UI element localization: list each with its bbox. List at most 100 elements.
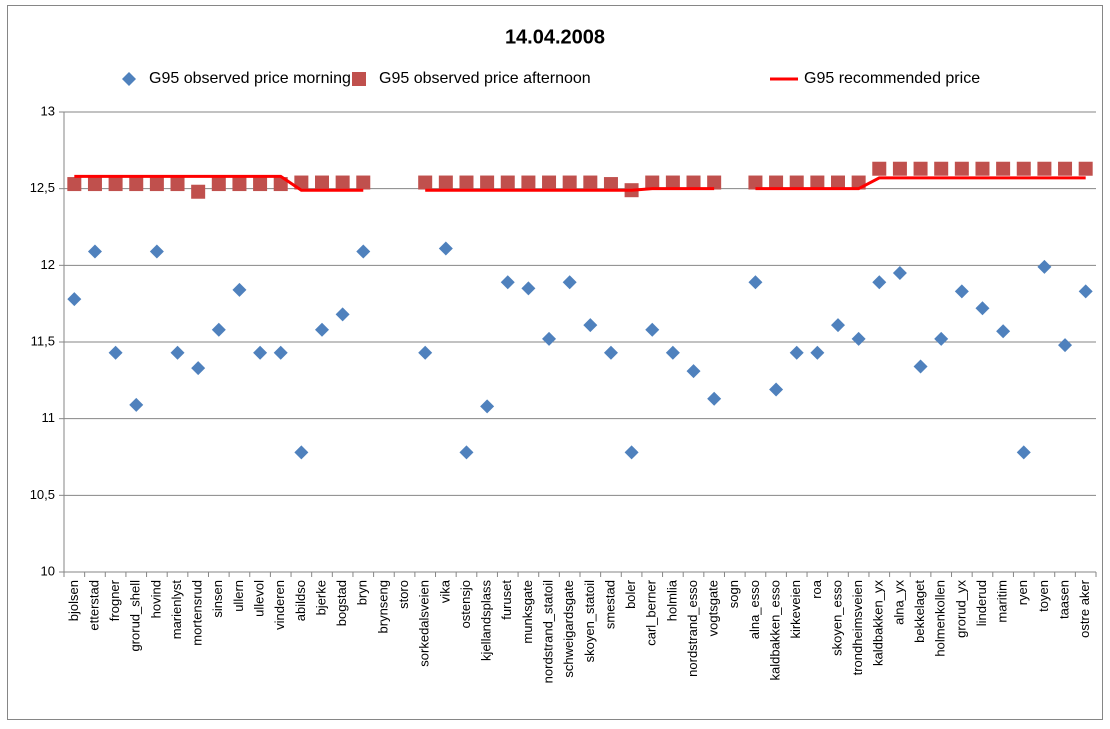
chart-title: 14.04.2008 <box>505 26 605 48</box>
square-marker <box>665 175 680 190</box>
line <box>74 174 1086 192</box>
diamond-marker <box>831 318 845 333</box>
x-tick-label: furuset <box>499 580 514 620</box>
diamond-marker <box>954 284 969 299</box>
legend-label: G95 observed price morning <box>149 70 351 87</box>
x-tick-label: bryn <box>355 580 370 605</box>
diamond-marker <box>129 397 144 412</box>
diamond-marker <box>562 275 577 290</box>
square-marker <box>315 175 329 190</box>
x-tick-label: ostre aker <box>1077 579 1092 637</box>
square-marker <box>707 175 722 190</box>
x-tick-label: vogtsgate <box>706 580 721 636</box>
diamond-marker <box>294 445 309 460</box>
square-marker <box>686 175 701 190</box>
diamond-marker <box>315 322 329 337</box>
square-marker <box>603 177 618 192</box>
x-tick-label: schweigardsgate <box>561 580 576 678</box>
x-tick-label: storo <box>396 580 411 609</box>
x-tick-label: frogner <box>107 579 122 621</box>
diamond-marker <box>335 307 350 322</box>
diamond-marker <box>665 345 680 360</box>
x-tick-label: marienlyst <box>169 580 184 640</box>
y-tick-label: 10,5 <box>30 487 55 502</box>
x-tick-label: mortensrud <box>190 580 205 646</box>
square-marker <box>1016 161 1031 176</box>
square-marker <box>480 175 495 190</box>
diamond-marker <box>418 345 433 360</box>
x-tick-label: vika <box>437 579 452 603</box>
diamond-marker <box>459 445 474 460</box>
x-tick-label: linderud <box>974 580 989 626</box>
x-tick-label: kjellandsplass <box>479 580 494 661</box>
diamond-marker <box>975 301 990 316</box>
square-marker <box>934 161 949 176</box>
square-marker <box>211 177 226 192</box>
square-marker <box>253 177 268 192</box>
square-marker <box>583 175 598 190</box>
x-tick-label: boler <box>623 579 638 609</box>
square-marker <box>335 175 350 190</box>
x-tick-label: nordstrand_statoil <box>540 580 555 683</box>
diamond-marker <box>1016 445 1031 460</box>
diamond-marker <box>108 345 123 360</box>
x-tick-label: maritim <box>995 580 1010 623</box>
diamond-marker <box>500 275 515 290</box>
square-marker <box>542 175 557 190</box>
square-marker <box>996 161 1011 176</box>
legend-swatch <box>122 72 136 86</box>
square-marker <box>418 175 433 190</box>
square-marker <box>500 175 515 190</box>
y-tick-label: 11,5 <box>31 333 55 348</box>
x-tick-label: etterstad <box>86 580 101 631</box>
square-marker <box>748 175 763 190</box>
diamond-marker <box>191 361 206 376</box>
diamond-marker <box>624 445 639 460</box>
x-tick-label: bogstad <box>334 580 349 626</box>
y-tick-label: 10 <box>41 563 55 578</box>
square-marker <box>356 175 371 190</box>
diamond-marker <box>149 244 164 259</box>
x-tick-label: kaldbakken_yx <box>871 580 886 666</box>
square-marker <box>810 175 825 190</box>
square-marker <box>232 177 247 192</box>
x-tick-label: kirkeveien <box>788 580 803 639</box>
x-tick-label: alna_yx <box>891 580 906 625</box>
diamond-marker <box>913 359 928 374</box>
x-tick-label: kaldbakken_esso <box>768 580 783 680</box>
square-marker <box>892 161 907 176</box>
square-marker <box>129 177 144 192</box>
diamond-marker <box>1037 259 1052 274</box>
y-tick-label: 12 <box>41 257 55 272</box>
diamond-marker <box>583 318 598 333</box>
diamond-marker <box>645 322 660 337</box>
x-tick-label: grorud_yx <box>953 580 968 638</box>
square-marker <box>913 161 928 176</box>
x-tick-label: trondheimsveien <box>850 580 865 675</box>
x-tick-label: alna_esso <box>747 580 762 639</box>
square-marker <box>87 177 102 192</box>
x-tick-label: bekkelaget <box>912 580 927 643</box>
diamond-marker <box>480 399 495 414</box>
square-marker <box>149 177 164 192</box>
x-tick-label: ryen <box>1015 580 1030 605</box>
x-tick-label: ullern <box>231 580 246 612</box>
x-tick-label: bjerke <box>313 580 328 615</box>
y-tick-label: 12,5 <box>30 180 55 195</box>
x-tick-label: grorud_shell <box>128 580 143 652</box>
square-marker <box>769 175 784 190</box>
square-marker <box>872 161 887 176</box>
x-tick-label: nordstrand_esso <box>685 580 700 677</box>
legend-swatch <box>352 72 366 86</box>
diamond-marker <box>934 331 949 346</box>
diamond-marker <box>87 244 102 259</box>
square-marker <box>438 175 453 190</box>
square-marker <box>273 177 288 192</box>
diamond-marker <box>872 275 887 290</box>
square-marker <box>108 177 123 192</box>
square-marker <box>789 175 804 190</box>
diamond-marker <box>686 364 701 379</box>
x-tick-label: bjolsen <box>66 580 81 621</box>
x-tick-label: holmenkollen <box>933 580 948 657</box>
diamond-marker <box>170 345 185 360</box>
